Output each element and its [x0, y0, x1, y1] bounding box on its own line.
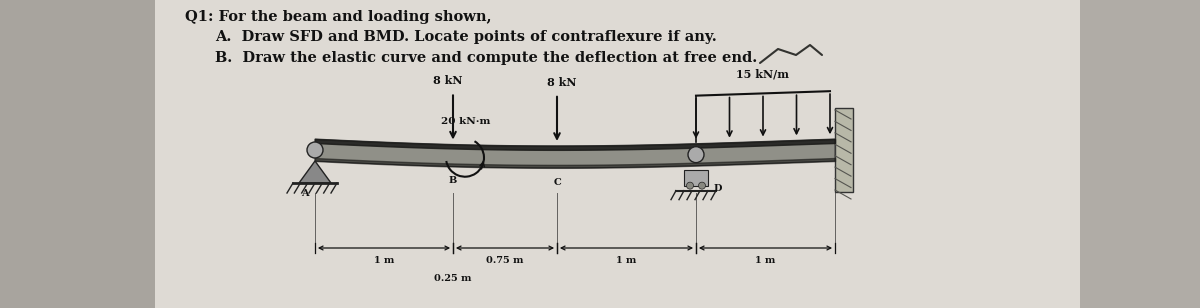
- Bar: [1080, 0, 1200, 308]
- Polygon shape: [299, 161, 331, 183]
- Circle shape: [307, 142, 323, 158]
- Text: 1 m: 1 m: [374, 256, 394, 265]
- Circle shape: [698, 182, 706, 189]
- Circle shape: [686, 182, 694, 189]
- Text: 1 m: 1 m: [755, 256, 775, 265]
- Text: 1 m: 1 m: [617, 256, 637, 265]
- Text: D: D: [714, 184, 722, 192]
- Text: B.  Draw the elastic curve and compute the deflection at free end.: B. Draw the elastic curve and compute th…: [215, 51, 757, 65]
- Bar: [835, 108, 853, 192]
- Text: 0.75 m: 0.75 m: [486, 256, 523, 265]
- Bar: [684, 170, 708, 186]
- Text: 15 kN/m: 15 kN/m: [737, 68, 790, 79]
- Text: C: C: [553, 178, 560, 187]
- Text: 20 kN·m: 20 kN·m: [442, 117, 491, 126]
- Text: 0.25 m: 0.25 m: [434, 274, 472, 283]
- Polygon shape: [314, 139, 835, 168]
- Text: Q1: For the beam and loading shown,: Q1: For the beam and loading shown,: [185, 10, 492, 24]
- Bar: [155, 0, 1080, 308]
- Text: A.  Draw SFD and BMD. Locate points of contraflexure if any.: A. Draw SFD and BMD. Locate points of co…: [215, 30, 716, 44]
- Text: B: B: [449, 176, 457, 185]
- Text: 8 kN: 8 kN: [547, 77, 577, 88]
- Text: 8 kN: 8 kN: [433, 75, 463, 87]
- Circle shape: [688, 147, 704, 163]
- Bar: [0, 0, 155, 308]
- Text: A: A: [301, 189, 308, 198]
